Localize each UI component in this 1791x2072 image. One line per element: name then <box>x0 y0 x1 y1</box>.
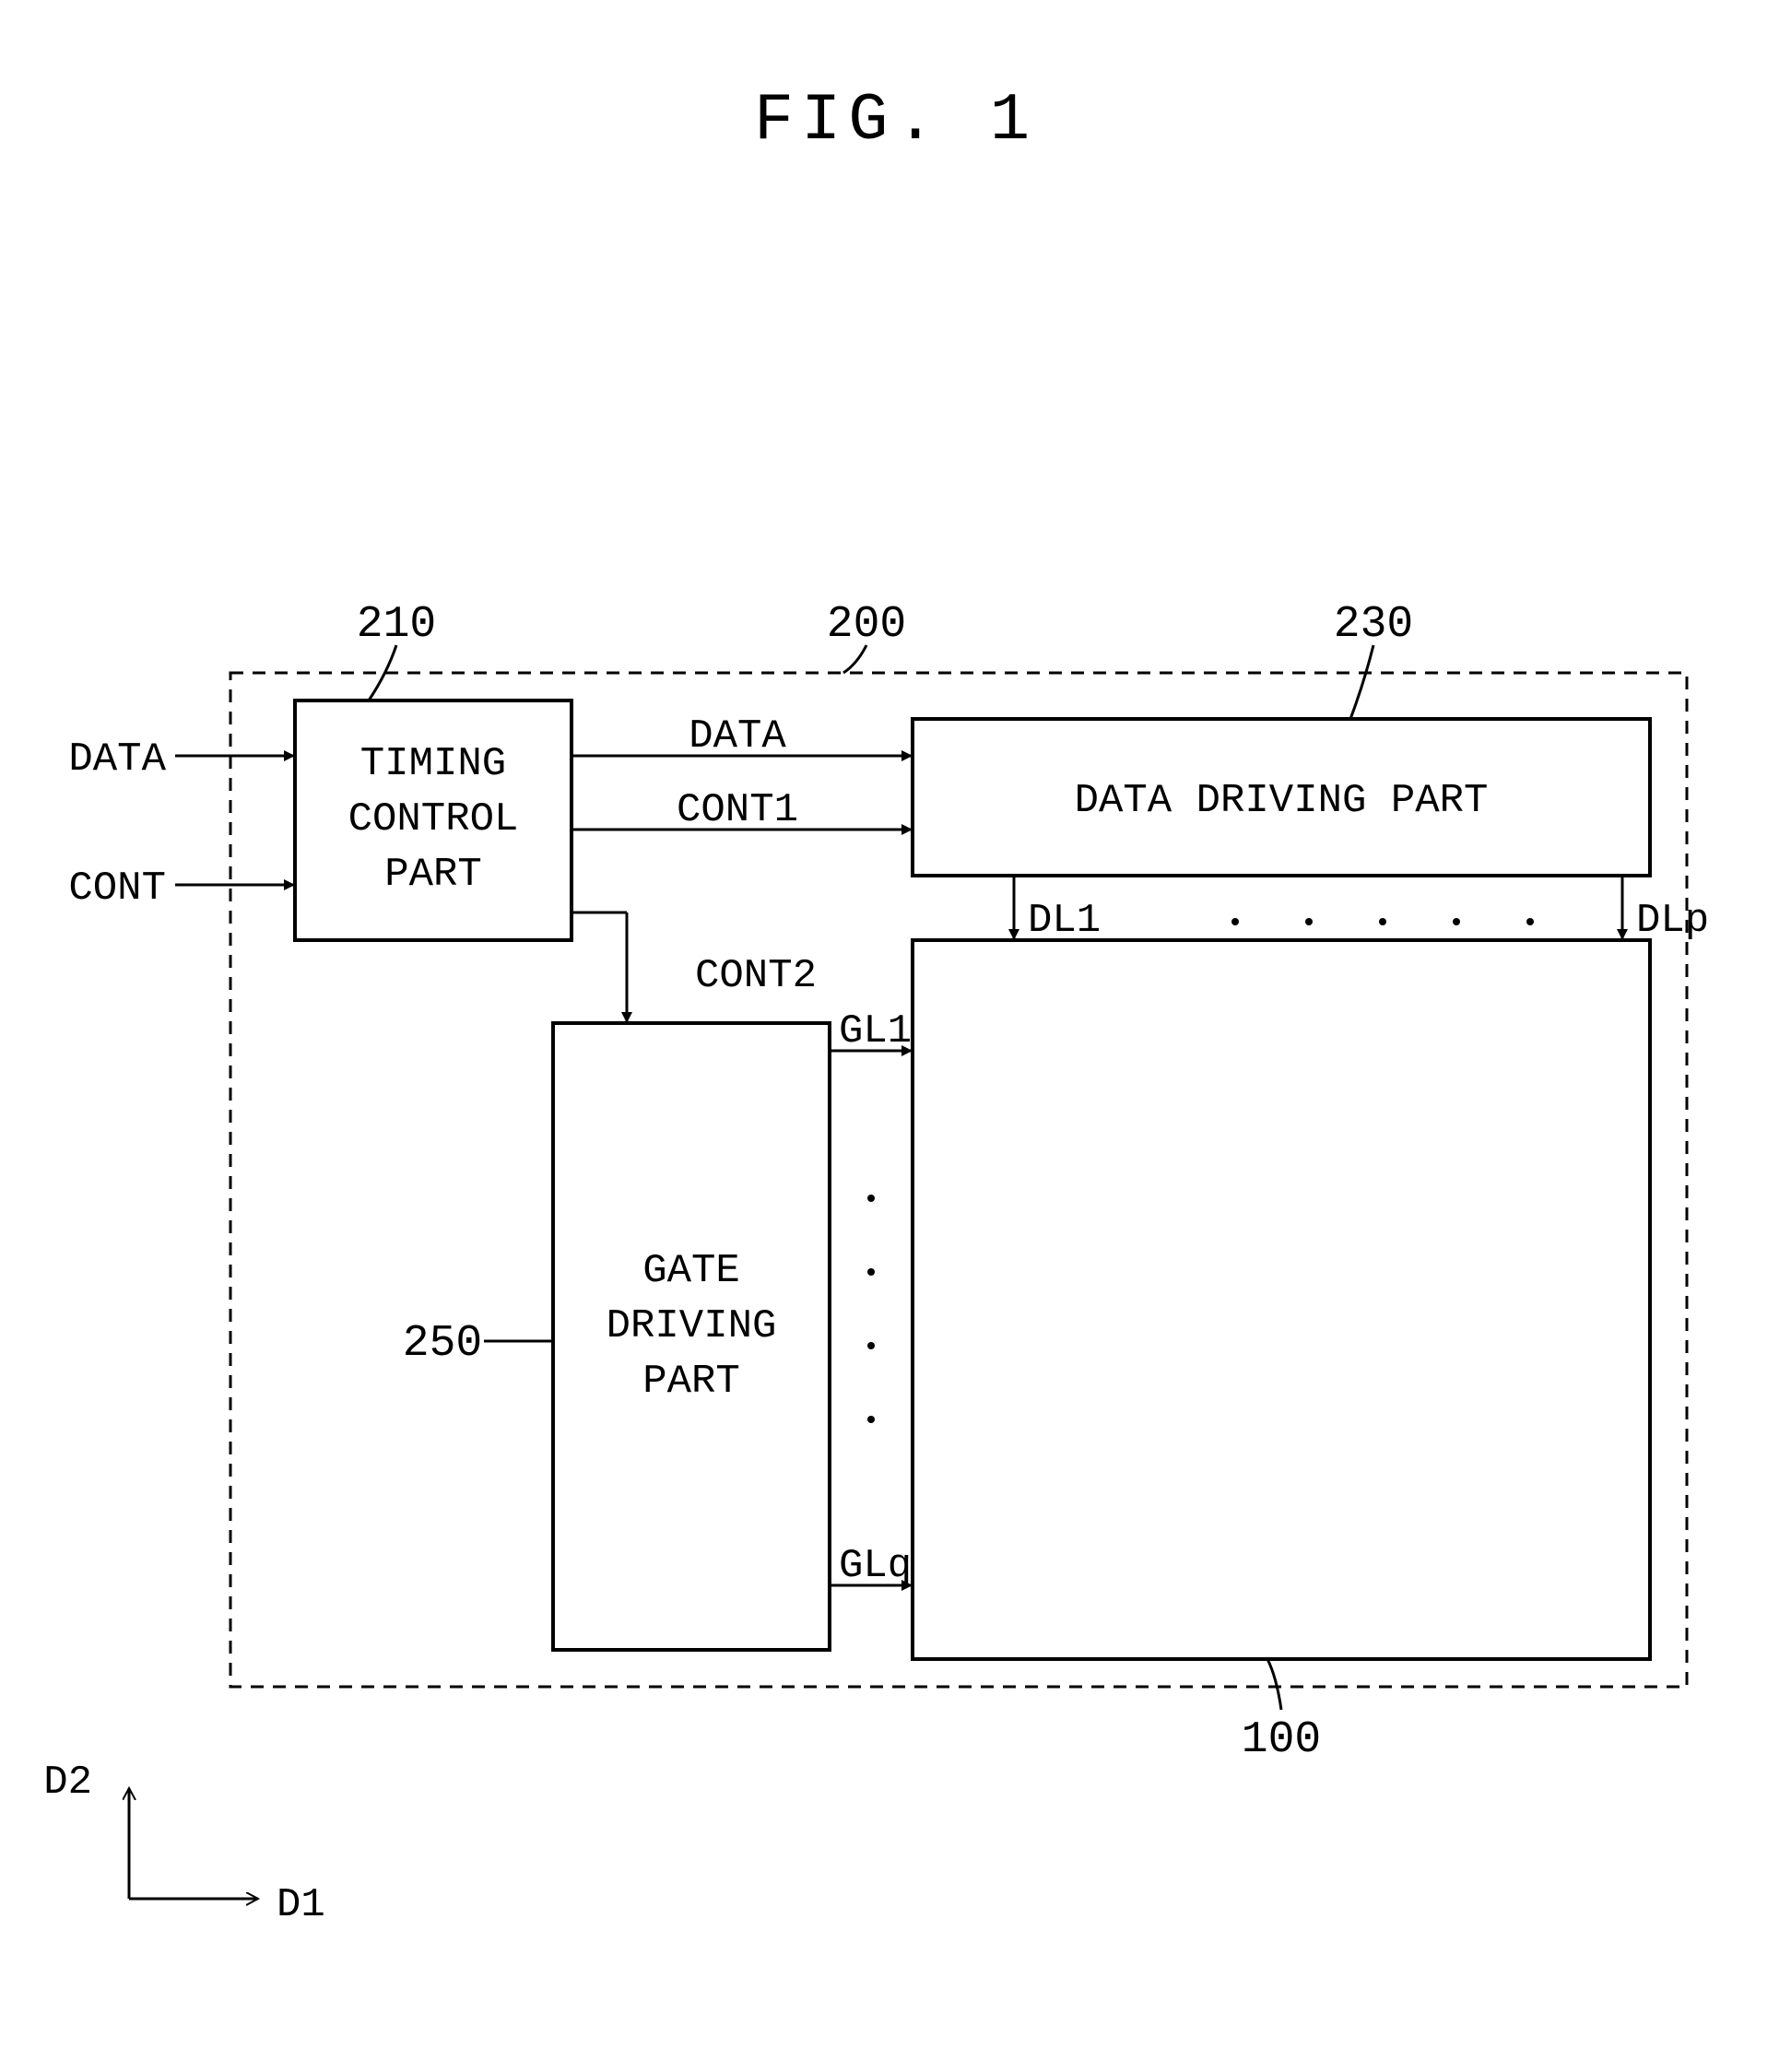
gl-dot <box>867 1416 875 1423</box>
gl-dot <box>867 1268 875 1276</box>
diagram-page: FIG. 1 TIMING CONTROL PART DATA DRIVING … <box>0 0 1791 2072</box>
figure-title: FIG. 1 <box>754 83 1037 159</box>
label-tc-dd-data: DATA <box>689 713 786 759</box>
gate-driving-label-3: PART <box>642 1359 740 1405</box>
gl-dot <box>867 1342 875 1349</box>
diagram-svg: TIMING CONTROL PART DATA DRIVING PART GA… <box>0 0 1791 2072</box>
leader-230 <box>1350 645 1373 719</box>
ref-210: 210 <box>357 600 436 650</box>
axis-d1-label: D1 <box>277 1882 325 1928</box>
dl-dot <box>1231 918 1239 925</box>
panel-block <box>913 940 1650 1659</box>
label-cont-in: CONT <box>68 865 166 912</box>
timing-control-label-3: PART <box>384 852 482 898</box>
dl-dot <box>1379 918 1386 925</box>
label-gl1: GL1 <box>839 1008 912 1054</box>
ref-200: 200 <box>827 600 906 650</box>
timing-control-label-2: CONTROL <box>348 796 519 842</box>
gate-driving-label-1: GATE <box>642 1248 740 1294</box>
label-glq: GLq <box>839 1543 912 1589</box>
label-cont2: CONT2 <box>695 953 817 999</box>
axis-d2-label: D2 <box>43 1760 92 1806</box>
ref-100: 100 <box>1242 1715 1321 1765</box>
label-data-in: DATA <box>68 736 166 783</box>
ref-250: 250 <box>403 1319 482 1369</box>
ref-230: 230 <box>1334 600 1413 650</box>
gate-driving-label-2: DRIVING <box>607 1303 777 1349</box>
label-dlp: DLp <box>1636 898 1709 944</box>
label-tc-dd-cont1: CONT1 <box>677 787 798 833</box>
leader-100 <box>1267 1659 1281 1710</box>
dl-dot <box>1453 918 1460 925</box>
data-driving-label: DATA DRIVING PART <box>1075 778 1489 824</box>
dl-dot <box>1305 918 1313 925</box>
timing-control-label-1: TIMING <box>360 741 506 787</box>
dl-dot <box>1526 918 1534 925</box>
label-dl1: DL1 <box>1028 898 1101 944</box>
gl-dot <box>867 1195 875 1202</box>
